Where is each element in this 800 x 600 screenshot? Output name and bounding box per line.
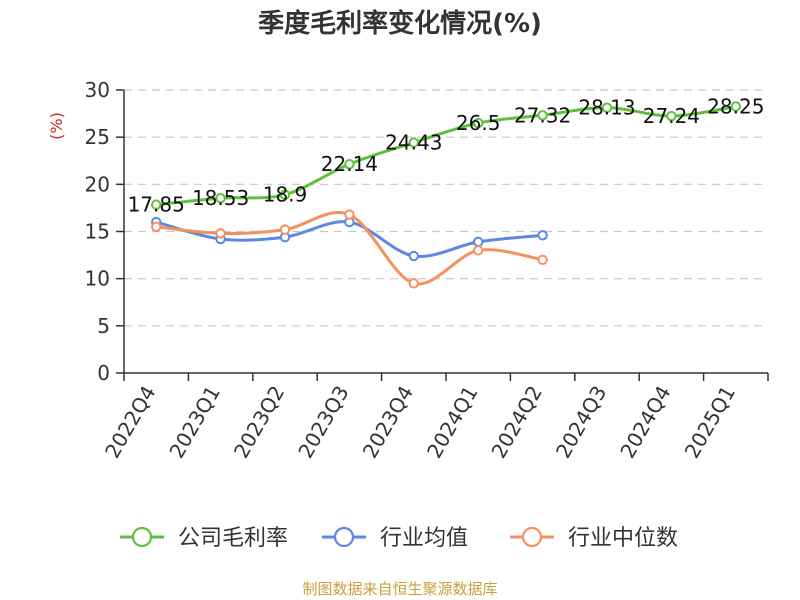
data-label: 18.53 [192, 186, 249, 210]
data-point-0 [601, 102, 613, 113]
legend-marker-0 [131, 526, 153, 548]
data-label: 28.25 [707, 95, 764, 119]
data-label: 22.14 [321, 152, 378, 176]
x-tick-label: 2024Q4 [615, 382, 675, 463]
data-label: 27.24 [643, 104, 700, 128]
series-line-0 [156, 105, 737, 207]
source-note: 制图数据来自恒生聚源数据库 [302, 580, 497, 598]
y-tick-label: 0 [97, 361, 110, 385]
x-tick-label: 2023Q4 [358, 382, 418, 463]
data-point-0 [666, 110, 677, 122]
x-tick-label: 2024Q1 [422, 382, 482, 463]
y-tick-label: 30 [85, 78, 110, 102]
data-point-0 [408, 137, 419, 148]
legend-marker-2 [521, 526, 543, 548]
y-axis-label: (%) [47, 112, 66, 140]
legend-marker-1 [333, 526, 355, 548]
data-labels: 17.85 18.53 18.9 22.14 24.43 26.5 27.32 28.13 27… [128, 95, 765, 217]
chart-title: 季度毛利率变化情况(%) [258, 8, 542, 39]
data-label: 18.9 [263, 183, 308, 207]
data-point-1 [408, 250, 419, 262]
data-point-2 [537, 254, 548, 265]
data-label: 17.85 [128, 193, 185, 217]
data-point-2 [344, 209, 355, 220]
data-point-0 [215, 193, 226, 204]
x-tick-label: 2023Q3 [293, 382, 353, 463]
x-tick-label: 2023Q2 [229, 382, 289, 463]
data-point-2 [279, 224, 291, 235]
data-point-0 [279, 189, 291, 200]
y-tick-label: 20 [85, 172, 110, 196]
data-point-2 [151, 221, 162, 232]
data-label: 28.13 [578, 96, 635, 120]
x-tick-label: 2022Q4 [100, 382, 160, 463]
y-tick-label: 5 [97, 314, 110, 338]
y-tick-label: 10 [85, 267, 110, 291]
legend[interactable]: 公司毛利率 行业均值 行业中位数 [120, 526, 678, 551]
data-label: 24.43 [385, 131, 442, 155]
data-label: 26.5 [456, 111, 501, 135]
series-lines [151, 101, 741, 289]
data-point-0 [344, 158, 355, 170]
data-point-0 [537, 110, 548, 121]
y-tick-label: 15 [85, 220, 110, 244]
data-point-0 [473, 117, 484, 129]
grid-lines [124, 89, 768, 327]
legend-label-1: 行业均值 [380, 526, 468, 551]
data-point-0 [151, 199, 162, 210]
data-point-0 [730, 101, 741, 112]
x-tick-label: 2024Q3 [551, 382, 611, 463]
data-point-1 [473, 236, 484, 248]
data-point-2 [408, 278, 419, 289]
data-label: 27.32 [514, 103, 571, 127]
y-tick-label: 25 [85, 125, 110, 149]
data-point-2 [473, 245, 484, 256]
legend-label-2: 行业中位数 [568, 526, 678, 551]
x-tick-label: 2023Q1 [164, 382, 224, 463]
data-point-1 [537, 230, 548, 241]
x-tick-label: 2025Q1 [680, 382, 740, 463]
data-point-2 [215, 228, 226, 239]
x-tick-label: 2024Q2 [486, 382, 546, 463]
legend-label-0: 公司毛利率 [178, 526, 288, 551]
